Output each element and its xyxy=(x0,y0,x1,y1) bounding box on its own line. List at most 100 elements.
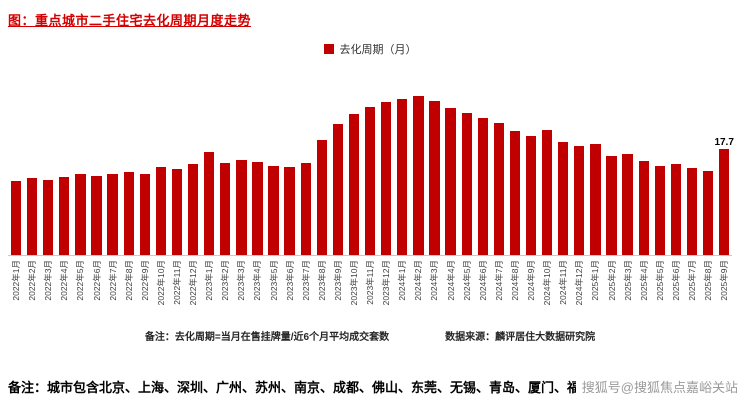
bar-slot xyxy=(458,65,475,256)
bar-slot xyxy=(329,65,346,256)
bar-slot xyxy=(362,65,379,256)
bar-column: 2024年12月 xyxy=(571,65,588,320)
bar-column: 2025年8月 xyxy=(700,65,717,320)
bar-column: 2025年2月 xyxy=(603,65,620,320)
bar-column: 2025年3月 xyxy=(619,65,636,320)
bar-column: 2022年12月 xyxy=(185,65,202,320)
x-axis-label: 2024年10月 xyxy=(542,260,553,306)
bar-column: 2022年10月 xyxy=(152,65,169,320)
bar-column: 2025年1月 xyxy=(587,65,604,320)
bar-slot xyxy=(168,65,186,256)
bar-slot xyxy=(249,65,266,256)
x-axis-label: 2022年4月 xyxy=(59,260,70,301)
footnote: 备注：城市包含北京、上海、深圳、广州、苏州、南京、成都、佛山、东莞、无锡、青岛、… xyxy=(8,380,607,395)
bar-slot xyxy=(635,65,652,256)
x-axis-label: 2024年8月 xyxy=(509,260,520,301)
bar xyxy=(316,139,327,255)
x-axis-label: 2025年3月 xyxy=(622,260,633,301)
bar xyxy=(123,172,134,255)
bar-column: 2023年5月 xyxy=(265,65,282,320)
x-axis-label: 2024年9月 xyxy=(526,260,537,301)
bar-column: 2023年2月 xyxy=(217,65,234,320)
bar-value-label: 17.7 xyxy=(714,137,734,149)
x-axis-label: 2022年2月 xyxy=(27,260,38,301)
bar xyxy=(75,174,86,255)
bar xyxy=(300,163,311,255)
bar-slot xyxy=(506,65,523,256)
x-axis-label: 2025年2月 xyxy=(606,260,617,301)
x-axis-label: 2025年9月 xyxy=(719,260,730,301)
footer: 备注：城市包含北京、上海、深圳、广州、苏州、南京、成都、佛山、东莞、无锡、青岛、… xyxy=(8,377,738,396)
bar-slot xyxy=(136,65,153,256)
bar xyxy=(332,123,344,255)
bar-column: 2022年11月 xyxy=(168,65,186,320)
bar xyxy=(606,155,617,255)
x-axis-label: 2022年5月 xyxy=(75,260,86,301)
x-axis-label: 2023年5月 xyxy=(268,260,279,301)
bar xyxy=(622,154,633,255)
bar-slot xyxy=(185,65,202,256)
bar xyxy=(541,129,553,255)
bar xyxy=(461,112,472,255)
bar xyxy=(236,159,247,255)
bar xyxy=(654,166,665,255)
bar xyxy=(509,131,521,255)
bar xyxy=(348,114,360,255)
bar-column: 2024年5月 xyxy=(458,65,475,320)
bar-slot xyxy=(313,65,330,256)
x-axis-label: 2023年11月 xyxy=(365,260,376,305)
bar-column: 2024年9月 xyxy=(523,65,540,320)
bar-column: 2025年5月 xyxy=(651,65,668,320)
bar-slot xyxy=(217,65,234,256)
bar-column: 2023年11月 xyxy=(362,65,379,320)
bar-slot xyxy=(345,65,363,256)
bar-column: 2025年6月 xyxy=(667,65,684,320)
x-axis-label: 2024年12月 xyxy=(574,260,585,306)
x-axis-label: 2024年3月 xyxy=(429,260,440,301)
bar-column: 2023年8月 xyxy=(313,65,330,320)
x-axis-label: 2025年4月 xyxy=(638,260,649,301)
bar xyxy=(493,122,504,255)
bar xyxy=(26,178,38,255)
bar-slot xyxy=(378,65,395,256)
bar xyxy=(220,162,231,255)
bar-column: 2023年3月 xyxy=(233,65,250,320)
bar-column: 2022年9月 xyxy=(136,65,153,320)
bar-slot xyxy=(683,65,701,256)
bar-slot xyxy=(88,65,105,256)
bar xyxy=(558,141,569,255)
bar-column: 2024年4月 xyxy=(442,65,459,320)
x-axis-label: 2024年4月 xyxy=(445,260,456,301)
bar-column: 2024年10月 xyxy=(539,65,556,320)
x-axis-label: 2022年10月 xyxy=(155,260,166,306)
bar-column: 2024年8月 xyxy=(506,65,523,320)
bar-column: 2025年4月 xyxy=(635,65,652,320)
x-axis-label: 2023年4月 xyxy=(252,260,263,301)
x-axis-label: 2023年7月 xyxy=(300,260,311,301)
bar xyxy=(381,102,392,255)
bar-slot xyxy=(24,65,41,256)
x-axis-label: 2022年9月 xyxy=(139,260,150,301)
bar-column: 2024年2月 xyxy=(410,65,427,320)
bar xyxy=(364,107,376,255)
bar-slot xyxy=(201,65,218,256)
bar-column: 2023年6月 xyxy=(281,65,298,320)
bar-column: 2024年6月 xyxy=(474,65,491,320)
x-axis-label: 2025年6月 xyxy=(670,260,681,301)
legend-swatch xyxy=(323,44,334,54)
bar-column: 2022年1月 xyxy=(8,65,25,320)
bar-column: 2024年7月 xyxy=(490,65,507,320)
x-axis-label: 2024年5月 xyxy=(461,260,472,301)
bar-slot xyxy=(152,65,169,256)
bar-slot xyxy=(426,65,443,256)
bar xyxy=(107,173,118,255)
bar-slot xyxy=(571,65,588,256)
x-axis-label: 2024年1月 xyxy=(397,260,408,301)
bar-column: 2024年11月 xyxy=(555,65,572,320)
bar-column: 2022年7月 xyxy=(104,65,121,320)
bar xyxy=(413,96,424,255)
bar xyxy=(43,180,54,255)
bar xyxy=(59,176,70,255)
bar xyxy=(284,167,295,255)
bar-column: 2023年9月 xyxy=(329,65,346,320)
